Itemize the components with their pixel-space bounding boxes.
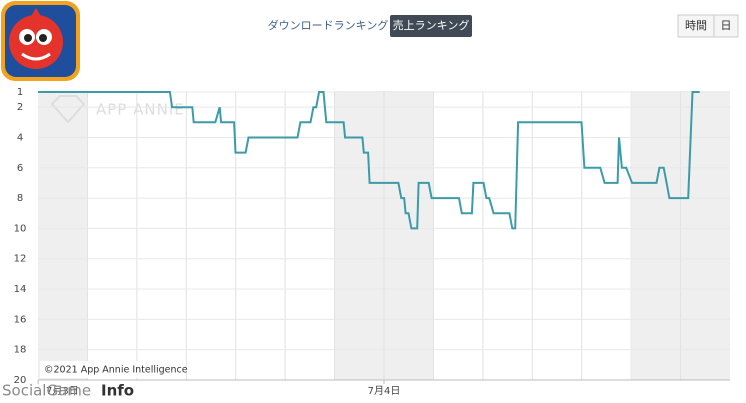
period-button[interactable]: 日 <box>721 19 732 32</box>
tab[interactable]: 売上ランキング <box>393 18 470 32</box>
period-button-bg[interactable] <box>713 14 739 38</box>
copyright-bg <box>40 361 186 378</box>
y-tick-label: 6 <box>17 163 23 174</box>
y-tick-label: 10 <box>14 223 27 234</box>
x-tick-label: 7月4日 <box>368 385 401 397</box>
y-tick-label: 2 <box>17 102 23 113</box>
y-tick-label: 12 <box>14 254 27 265</box>
x-tick-label: 7月3日 <box>46 385 79 397</box>
period-button[interactable]: 時間 <box>685 19 707 32</box>
y-tick-label: 18 <box>14 345 27 356</box>
logo-text: SocialGame <box>2 382 91 400</box>
watermark-logo <box>50 95 86 124</box>
tab-active-bg[interactable] <box>390 15 472 37</box>
logo-text: Info <box>101 382 134 400</box>
night-band <box>38 91 88 380</box>
y-tick-label: 4 <box>17 132 23 143</box>
y-tick-label: 14 <box>14 284 27 295</box>
y-tick-label: 8 <box>17 193 23 204</box>
y-tick-label: 16 <box>14 314 27 325</box>
y-tick-label: 1 <box>17 87 23 98</box>
rank-line <box>38 91 700 230</box>
copyright: ©2021 App Annie Intelligence <box>44 365 188 376</box>
y-tick-label: 20 <box>14 375 27 386</box>
watermark: APP ANNIE <box>96 101 185 119</box>
tab[interactable]: ダウンロードランキング <box>268 18 389 32</box>
app-icon <box>1 1 80 81</box>
